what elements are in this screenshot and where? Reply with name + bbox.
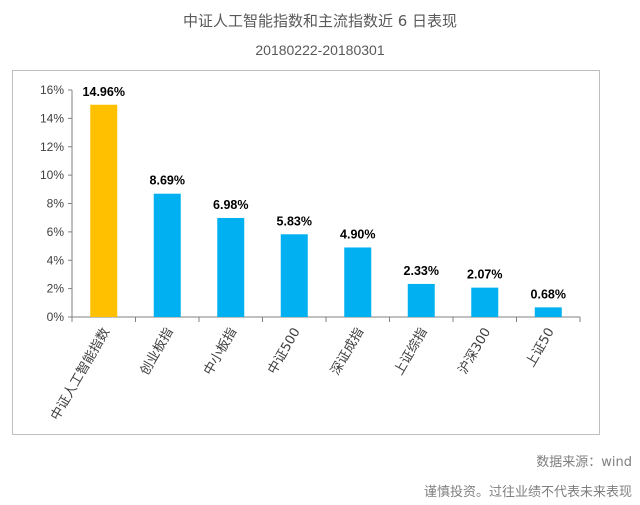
bar-data-label: 2.07% — [467, 268, 502, 282]
bar — [280, 234, 308, 317]
y-tick-label: 6% — [47, 225, 65, 239]
y-tick-label: 14% — [40, 111, 64, 125]
bar-chart: 0% 2% 4% 6% 8% 10% 12% 14% 16% 14.96% 中证人工智能指数 8.69… — [40, 83, 581, 424]
y-tick-label: 10% — [40, 168, 64, 182]
data-source-note: 数据来源：wind — [536, 455, 632, 470]
x-category-label: 中证500 — [265, 326, 303, 378]
y-tick-label: 16% — [40, 83, 64, 97]
bar-data-label: 2.33% — [404, 264, 439, 278]
bar-data-label: 8.69% — [150, 174, 185, 188]
bar — [90, 104, 118, 317]
x-category-label: 沪深300 — [455, 325, 494, 377]
chart-title: 中证人工智能指数和主流指数近 6 日表现 — [182, 12, 458, 30]
bar-data-label: 14.96% — [83, 85, 125, 99]
chart-subtitle: 20180222-20180301 — [255, 42, 385, 58]
disclaimer-note: 谨慎投资。过往业绩不代表未来表现 — [423, 485, 632, 500]
bar-data-label: 6.98% — [213, 198, 248, 212]
chart-frame — [12, 70, 600, 435]
y-tick-label: 2% — [47, 282, 65, 296]
bar — [153, 193, 181, 317]
bar — [407, 283, 435, 317]
x-category-label: 中小板指 — [201, 326, 240, 379]
bar-data-label: 4.90% — [340, 227, 375, 241]
bar — [217, 217, 245, 317]
bar — [344, 247, 372, 317]
x-category-label: 上证综指 — [392, 326, 431, 379]
bar-data-label: 5.83% — [277, 214, 312, 228]
bar — [471, 287, 499, 317]
y-tick-label: 0% — [47, 310, 65, 324]
y-tick-label: 8% — [47, 197, 65, 211]
bar — [534, 307, 562, 317]
x-category-label: 深证成指 — [328, 326, 367, 379]
x-category-label: 上证50 — [523, 326, 557, 370]
y-tick-label: 4% — [47, 253, 65, 267]
y-tick-label: 12% — [40, 140, 64, 154]
x-category-label: 中证人工智能指数 — [48, 326, 113, 424]
x-category-label: 创业板指 — [138, 326, 177, 379]
bar-data-label: 0.68% — [531, 287, 566, 301]
